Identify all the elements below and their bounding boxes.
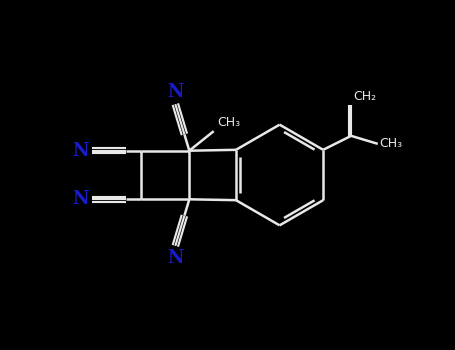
Text: CH₂: CH₂ [353, 90, 376, 103]
Text: N: N [72, 142, 89, 160]
Text: N: N [167, 83, 183, 101]
Text: N: N [167, 249, 183, 267]
Text: CH₃: CH₃ [379, 137, 403, 150]
Text: N: N [72, 190, 89, 208]
Text: CH₃: CH₃ [217, 117, 240, 130]
